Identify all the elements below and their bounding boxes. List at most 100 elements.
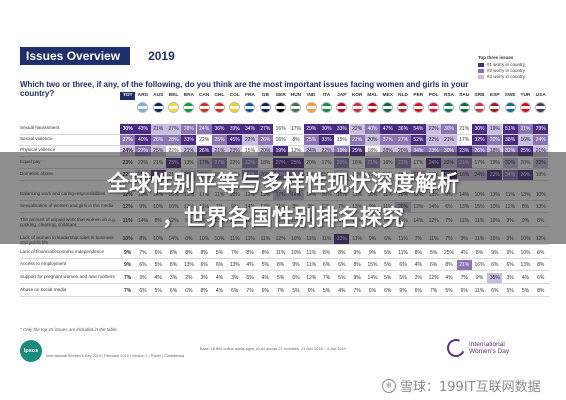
table-cell: 18% — [367, 148, 378, 154]
table-cell: 2% — [185, 275, 193, 281]
table-cell: 40% — [135, 135, 151, 145]
table-row: Sexual harassment 30% 43% 21% 27% 28% 24% 36% 39… — [20, 124, 550, 135]
column-header: TOT — [120, 92, 136, 100]
table-cell: 29% — [349, 146, 365, 156]
table-cell: 9% — [124, 250, 132, 256]
table-cell: 13% — [183, 262, 194, 268]
table-cell: 54% — [410, 124, 426, 134]
table-cell: 8% — [292, 137, 300, 143]
table-cell: 8% — [414, 250, 422, 256]
column-header: FRA — [245, 93, 255, 98]
column-header: NLD — [398, 93, 408, 98]
country-flag-icon — [290, 102, 302, 113]
table-cell: 5% — [399, 275, 407, 281]
column-header: ARG — [137, 93, 149, 98]
table-cell: 6% — [491, 262, 499, 268]
table-cell: 21% — [211, 146, 228, 156]
table-cell: 8% — [261, 250, 269, 256]
table-cell: 29% — [533, 124, 549, 134]
table-cell: 9% — [124, 262, 132, 268]
table-cell: 34% — [410, 146, 426, 156]
legend: Top three issues #1 worry in country #2 … — [478, 55, 548, 80]
table-cell: 5% — [445, 288, 453, 294]
legend-item-label: #1 worry in country — [487, 62, 526, 67]
column-header: MEX — [382, 93, 393, 98]
table-cell: 2% — [414, 275, 422, 281]
column-header: COL — [229, 93, 240, 98]
table-row: Physical violence 24% 27% 25% 22% 21% 26% 21% 23… — [20, 146, 550, 157]
table-cell: 9% — [353, 250, 361, 256]
table-cell: 20% — [395, 146, 411, 156]
table-header-row: TOT ARG AUS BEL BRA CAN CHL COL FRA GB GER HUN IND IT… — [20, 92, 550, 100]
legend-swatch — [478, 75, 484, 79]
table-cell: 6% — [460, 288, 468, 294]
country-flag-icon — [489, 102, 501, 113]
issue-label: Sexual violence — [20, 135, 53, 141]
table-cell: 6% — [322, 262, 331, 268]
table-cell: 6% — [185, 288, 193, 294]
table-cell: 37% — [380, 135, 396, 145]
table-row: Support for pregnant women and new mothe… — [20, 273, 550, 284]
table-cell: 15% — [245, 148, 256, 154]
legend-item: #3 worry in country — [478, 74, 548, 80]
table-cell: 26% — [196, 146, 212, 156]
table-cell: 20% — [487, 135, 503, 145]
column-header: HUN — [290, 93, 302, 98]
table-cell: 8% — [169, 250, 178, 256]
table-cell: 26% — [471, 146, 488, 156]
table-cell: 4% — [338, 288, 346, 294]
slide-year: 2019 — [148, 49, 175, 63]
country-flag-icon — [473, 102, 485, 113]
country-flag-icon — [320, 102, 332, 113]
table-cell: 7% — [353, 288, 361, 294]
country-flag-icon — [366, 102, 378, 113]
table-cell: 6% — [430, 262, 438, 268]
watermark: ❄ 雪球：199IT互联网数据 — [382, 376, 541, 395]
country-flag-icon — [183, 102, 195, 113]
table-cell: 27% — [395, 135, 411, 145]
country-flag-icon — [198, 102, 210, 113]
table-row: Lack of financial/economic independence 9… — [20, 248, 550, 259]
table-cell: 4% — [215, 288, 224, 294]
table-cell: 8% — [185, 250, 193, 256]
table-cell: 25% — [211, 135, 228, 145]
table-cell: 16% — [275, 126, 286, 132]
table-cell: 24% — [120, 146, 136, 156]
table-cell: 6% — [139, 262, 147, 268]
table-cell: 21% — [181, 146, 197, 156]
footer-base: Base: 18,800 online adults aged 16-64 ac… — [200, 347, 346, 351]
country-flag-icon — [305, 102, 317, 113]
table-cell: 28% — [380, 146, 396, 156]
table-cell: 51% — [502, 124, 518, 134]
table-cell: 6% — [139, 288, 147, 294]
country-flag-icon — [137, 102, 149, 113]
table-cell: 33% — [181, 135, 197, 145]
country-flag-icon — [229, 102, 241, 113]
issue-label: Access to employment — [20, 260, 67, 266]
table-row: Abuse on social media 7% 6% 5% 6% 6% 8% 4% 6% 7% 6… — [20, 286, 550, 297]
table-cell: 20% — [257, 146, 273, 156]
table-cell: 47% — [380, 124, 396, 134]
table-cell: 6% — [215, 262, 224, 268]
table-cell: 34% — [242, 124, 258, 134]
column-header: POL — [428, 93, 439, 98]
table-cell: 5% — [277, 275, 285, 281]
table-cell: 24% — [533, 135, 549, 145]
table-cell: 13% — [520, 262, 531, 268]
column-header: SAU — [459, 93, 470, 98]
table-cell: 6% — [368, 288, 377, 294]
slide-title: Issues Overview — [20, 47, 131, 65]
table-cell: 9% — [491, 250, 499, 256]
banner-headline: 全球性别平等与多样性现状深度解析 — [106, 172, 459, 197]
iwd-brand: International Women's Day — [444, 336, 529, 360]
table-cell: 22% — [426, 135, 442, 145]
table-cell: 11% — [474, 288, 485, 294]
table-cell: 5% — [322, 288, 331, 294]
snowball-logo-icon: ❄ — [382, 378, 396, 393]
table-cell: 45% — [227, 135, 243, 145]
table-cell: 21% — [459, 126, 470, 132]
table-cell: 6% — [384, 288, 392, 294]
table-cell: 16% — [517, 135, 534, 145]
table-cell: 27% — [135, 146, 151, 156]
country-flag-icon — [351, 102, 363, 113]
